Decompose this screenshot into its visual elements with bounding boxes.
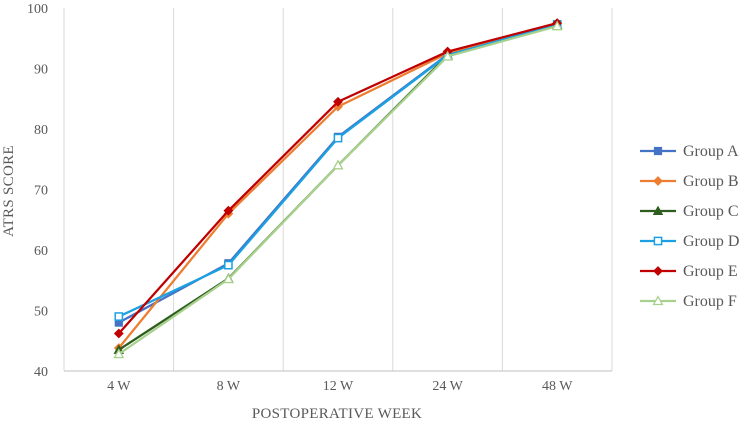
y-axis-title: ATRS SCORE [1,145,17,237]
y-tick-label: 70 [34,184,48,199]
x-tick-label: 24 W [432,379,463,394]
x-tick-label: 8 W [217,379,241,394]
y-tick-label: 60 [34,244,48,259]
data-point-group-f [332,159,344,170]
data-point-group-f [222,273,234,284]
data-point-group-d [224,260,233,270]
series-line-group-d [118,23,558,318]
legend-item-group-b: Group B [640,173,739,190]
legend-label: Group F [683,293,737,310]
series-group-b [113,18,563,353]
data-point-group-e [223,205,234,216]
y-tick-label: 100 [27,2,48,17]
legend-item-group-a: Group A [640,143,739,160]
y-tick-label: 90 [34,63,48,78]
series-group-f [113,20,563,359]
legend-item-group-d: Group D [640,233,739,250]
data-point-group-e [333,96,343,107]
data-point-group-d [114,312,124,321]
series-group-e [113,18,563,339]
legend-swatch-marker [653,266,663,276]
legend-swatch-marker [652,295,664,306]
series-line-group-a [118,23,558,324]
legend-item-group-f: Group F [640,293,737,310]
series-line-group-c [118,23,558,351]
x-tick-label: 4 W [107,379,131,394]
grid [63,8,613,371]
y-tick-label: 40 [34,365,48,380]
legend-item-group-e: Group E [640,263,738,280]
x-axis-title: POSTOPERATIVE WEEK [252,406,422,421]
y-tick-label: 50 [34,305,48,320]
legend-label: Group B [683,173,739,190]
legend-label: Group D [683,233,739,250]
series-group-d [114,19,562,321]
axes: 40 50 60 70 80 90 100 4 W 8 W 12 W 24 W 48 W [27,2,612,394]
legend-item-group-c: Group C [640,203,739,220]
legend-label: Group A [683,143,739,160]
data-point-group-f [113,348,125,359]
y-tick-label: 80 [34,123,48,138]
legend-swatch-marker [653,146,663,156]
series-layer [113,18,563,359]
data-point-group-f [442,50,454,61]
data-point-group-d [333,133,343,143]
series-group-a [114,20,562,327]
legend-label: Group C [683,203,739,220]
series-line-group-f [118,25,558,355]
data-point-group-e [113,328,124,339]
legend-swatch-marker [653,176,663,186]
series-line-group-b [117,22,558,349]
legend-swatch-marker [653,236,663,246]
data-point-group-f [551,20,563,31]
legend-label: Group E [683,263,738,280]
legend: Group A Group B Group C Group D Group E Group… [640,143,739,310]
x-tick-label: 12 W [323,379,354,394]
legend-swatch-marker [652,205,664,216]
series-group-c [113,19,563,354]
x-tick-label: 48 W [542,379,573,394]
